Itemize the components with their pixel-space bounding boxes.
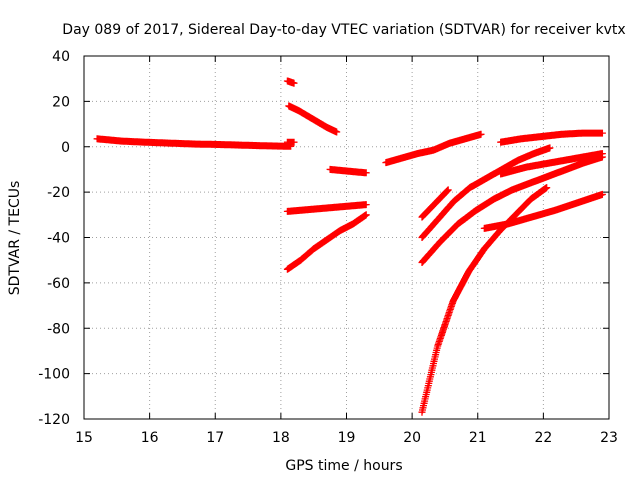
series-track-6 bbox=[283, 211, 370, 273]
x-tick-label: 19 bbox=[338, 430, 356, 446]
y-tick-label: -80 bbox=[47, 321, 70, 337]
y-tick-label: -60 bbox=[47, 276, 70, 292]
series-track-11 bbox=[418, 153, 606, 266]
y-axis-label: SDTVAR / TECUs bbox=[7, 181, 23, 296]
point-markers bbox=[480, 190, 606, 232]
point-markers bbox=[285, 102, 341, 136]
x-tick-label: 15 bbox=[75, 430, 93, 446]
y-tick-label: 20 bbox=[52, 94, 70, 110]
series-track-10 bbox=[418, 144, 554, 241]
point-markers bbox=[283, 138, 298, 146]
point-markers bbox=[418, 153, 606, 266]
series-track-4 bbox=[283, 138, 298, 146]
y-tick-label: -120 bbox=[38, 412, 70, 428]
axis-ticks bbox=[83, 55, 610, 420]
point-markers bbox=[283, 211, 370, 273]
grid bbox=[84, 56, 609, 419]
series-track-5 bbox=[283, 201, 370, 215]
series-track-8 bbox=[382, 130, 485, 167]
point-markers bbox=[497, 150, 606, 178]
series-track-9 bbox=[418, 186, 452, 221]
point-markers bbox=[497, 129, 606, 146]
x-tick-labels: 15 16 17 18 19 20 21 22 23 bbox=[75, 430, 618, 446]
x-axis-label: GPS time / hours bbox=[285, 458, 402, 474]
x-tick-label: 17 bbox=[206, 430, 224, 446]
chart-title: Day 089 of 2017, Sidereal Day-to-day VTE… bbox=[62, 22, 625, 38]
series-track-7 bbox=[326, 165, 370, 177]
x-tick-label: 23 bbox=[600, 430, 618, 446]
series-track-1 bbox=[93, 135, 295, 150]
series-track-14 bbox=[497, 150, 606, 178]
point-markers bbox=[326, 165, 370, 177]
point-markers bbox=[382, 130, 485, 167]
point-markers bbox=[418, 186, 452, 221]
x-tick-label: 21 bbox=[469, 430, 487, 446]
x-tick-label: 16 bbox=[141, 430, 159, 446]
x-tick-label: 22 bbox=[534, 430, 552, 446]
series-track-2 bbox=[283, 77, 298, 87]
point-markers bbox=[93, 135, 295, 150]
point-markers bbox=[418, 144, 554, 241]
point-markers bbox=[283, 201, 370, 215]
y-tick-label: -40 bbox=[47, 231, 70, 247]
y-tick-labels: -120 -100 -80 -60 -40 -20 0 20 40 bbox=[38, 49, 70, 428]
y-tick-label: -100 bbox=[38, 367, 70, 383]
data-series bbox=[93, 77, 606, 416]
y-tick-label: 0 bbox=[61, 140, 70, 156]
y-tick-label: 40 bbox=[52, 49, 70, 65]
x-tick-label: 20 bbox=[403, 430, 421, 446]
series-track-3 bbox=[285, 102, 341, 136]
series-track-13 bbox=[497, 129, 606, 146]
x-tick-label: 18 bbox=[272, 430, 290, 446]
point-markers bbox=[283, 77, 298, 87]
y-tick-label: -20 bbox=[47, 185, 70, 201]
series-track-15 bbox=[480, 190, 606, 232]
